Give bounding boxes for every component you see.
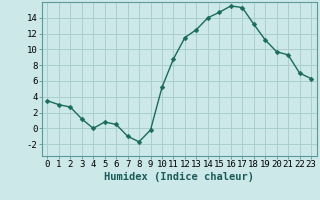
- X-axis label: Humidex (Indice chaleur): Humidex (Indice chaleur): [104, 172, 254, 182]
